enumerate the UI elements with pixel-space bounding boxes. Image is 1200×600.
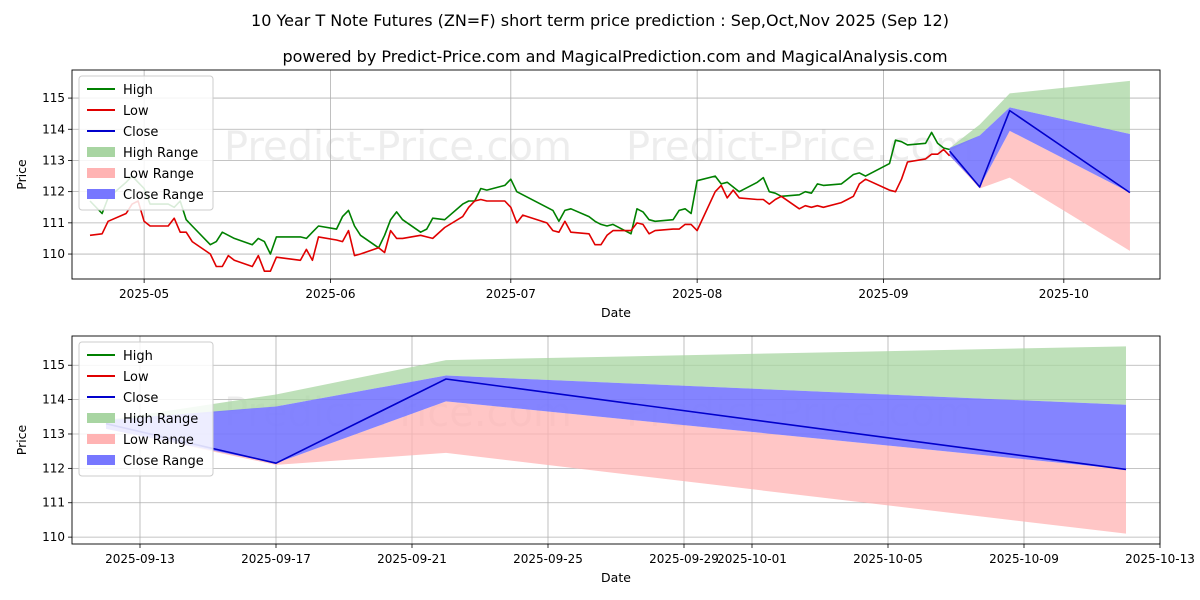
y-tick-label: 111: [42, 216, 65, 230]
plot-frame: [71, 335, 1161, 545]
legend-label: High: [123, 349, 153, 364]
legend-swatch-low-range: [87, 168, 115, 178]
y-tick-label: 114: [42, 122, 65, 136]
y-axis-label: Price: [14, 159, 29, 190]
legend-label: High Range: [123, 412, 198, 427]
legend-swatch-high-range: [87, 147, 115, 157]
close-range-band: [106, 375, 1126, 470]
watermark-text: Predict-Price.com: [224, 124, 572, 170]
plot-frame: [71, 69, 1161, 280]
y-tick-label: 113: [42, 427, 65, 441]
x-tick-label: 2025-10-05: [853, 552, 923, 566]
y-axis-label: Price: [14, 424, 29, 455]
low-range-band: [949, 130, 1130, 251]
x-axis-label: Date: [601, 570, 631, 585]
high-range-band: [106, 346, 1126, 424]
legend-label: Low: [123, 370, 149, 385]
low-series-line: [89, 148, 951, 273]
x-tick-label: 2025-05: [119, 287, 169, 301]
x-tick-label: 2025-09-17: [241, 552, 311, 566]
legend-swatch-close-range: [87, 189, 115, 199]
low-range-band: [106, 401, 1126, 534]
y-tick-label: 110: [42, 530, 65, 544]
x-tick-label: 2025-09: [858, 287, 908, 301]
legend-label: Low Range: [123, 433, 194, 448]
legend-label: Close: [123, 125, 158, 140]
y-tick-label: 115: [42, 358, 65, 372]
x-tick-label: 2025-09-21: [377, 552, 447, 566]
x-tick-label: 2025-10: [1039, 287, 1089, 301]
y-tick-label: 114: [42, 393, 65, 407]
close-series-line: [948, 109, 1131, 194]
legend: High Low Close High Range Low Range Close Ran…: [78, 341, 214, 477]
chart-title: 10 Year T Note Futures (ZN=F) short term…: [251, 11, 949, 30]
legend: High Low Close High Range Low Range Close Ran…: [78, 75, 214, 211]
close-range-band: [949, 107, 1130, 193]
x-tick-label: 2025-08: [672, 287, 722, 301]
x-tick-label: 2025-09-25: [513, 552, 583, 566]
legend-label: High: [123, 83, 153, 98]
y-tick-label: 115: [42, 91, 65, 105]
x-tick-label: 2025-09-13: [105, 552, 175, 566]
main-chart-panel: Predict-Price.com Predict-Price.com 110 111…: [14, 69, 1161, 320]
x-tick-label: 2025-09-29: [649, 552, 719, 566]
x-tick-label: 2025-07: [486, 287, 536, 301]
high-series-line: [89, 131, 950, 255]
legend-swatch-high-range: [87, 413, 115, 423]
watermark-text: Predict-Price.com: [626, 124, 974, 170]
legend-label: Close Range: [123, 188, 204, 203]
legend-label: Close: [123, 391, 158, 406]
y-tick-label: 110: [42, 247, 65, 261]
x-axis-label: Date: [601, 305, 631, 320]
high-range-band: [949, 80, 1130, 152]
y-tick-label: 112: [42, 461, 65, 475]
chart-subtitle: powered by Predict-Price.com and Magical…: [282, 47, 947, 66]
legend-label: Low Range: [123, 167, 194, 182]
y-tick-label: 113: [42, 153, 65, 167]
legend-swatch-close-range: [87, 455, 115, 465]
x-tick-label: 2025-10-13: [1125, 552, 1195, 566]
legend-label: Close Range: [123, 454, 204, 469]
legend-label: High Range: [123, 146, 198, 161]
x-tick-label: 2025-10-01: [717, 552, 787, 566]
forecast-chart-panel: Predict-Price.comPredict-Price.com110111…: [14, 335, 1195, 585]
x-tick-label: 2025-06: [305, 287, 355, 301]
legend-swatch-low-range: [87, 434, 115, 444]
y-tick-label: 111: [42, 496, 65, 510]
legend-label: Low: [123, 104, 149, 119]
x-tick-label: 2025-10-09: [989, 552, 1059, 566]
y-tick-label: 112: [42, 185, 65, 199]
